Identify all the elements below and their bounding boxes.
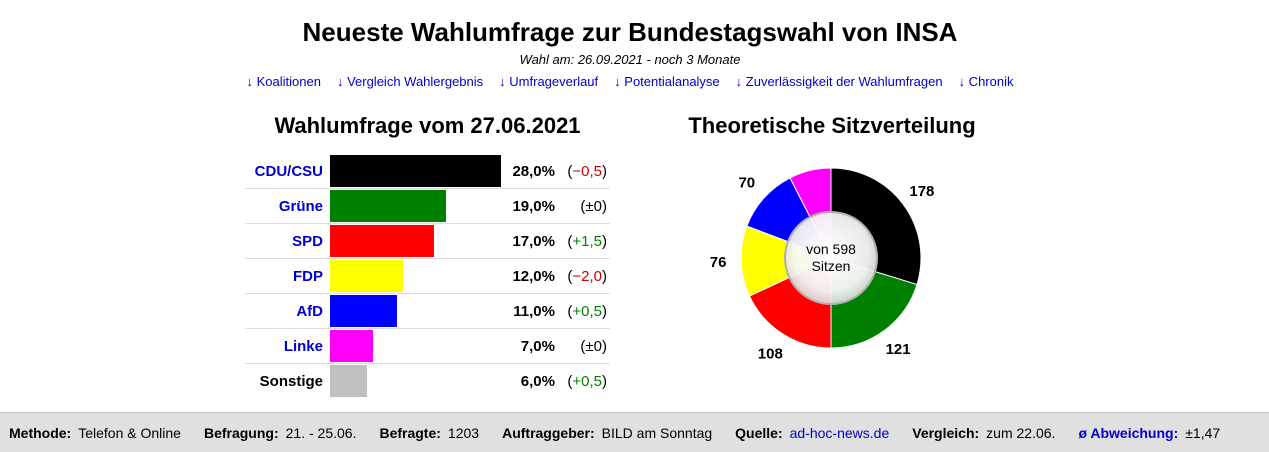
change-label-spd: (+1,5) <box>567 233 607 250</box>
nav-link-potentialanalyse[interactable]: ↓ Potentialanalyse <box>614 74 720 89</box>
value-label-spd: 17,0% <box>512 233 555 250</box>
change-label-fdp: (−2,0) <box>567 268 607 285</box>
bar-fdp <box>330 260 403 292</box>
bar-cdu-csu <box>330 155 501 187</box>
party-label-spd[interactable]: SPD <box>292 233 323 250</box>
footer-item-befragung: Befragung: 21. - 25.06. <box>204 425 357 441</box>
election-date-subtitle: Wahl am: 26.09.2021 - noch 3 Monate <box>519 52 741 67</box>
seat-total-label: Sitzen <box>812 258 851 274</box>
footer-value: 21. - 25.06. <box>285 424 357 441</box>
party-label-linke[interactable]: Linke <box>283 338 323 355</box>
change-label-gr-ne: (±0) <box>580 198 607 215</box>
nav-link-vergleich-wahlergebnis[interactable]: ↓ Vergleich Wahlergebnis <box>336 74 484 89</box>
bar-gr-ne <box>330 190 446 222</box>
bar-spd <box>330 225 434 257</box>
section-nav: ↓ Koalitionen ↓ Vergleich Wahlergebnis ↓… <box>0 74 1260 89</box>
party-label-fdp[interactable]: FDP <box>293 268 323 285</box>
value-label-sonstige: 6,0% <box>520 373 555 390</box>
footer-value: 1203 <box>447 424 480 441</box>
source-link[interactable]: ad-hoc-news.de <box>789 424 890 441</box>
nav-link-umfrageverlauf[interactable]: ↓ Umfrageverlauf <box>499 74 599 89</box>
poll-bar-chart: CDU/CSU 28,0% (−0,5) Grüne 19,0% (±0) SPD 17,0%… <box>245 154 610 399</box>
poll-row-cdu-csu: CDU/CSU 28,0% (−0,5) <box>245 154 610 189</box>
footer-label: Vergleich: <box>912 424 980 441</box>
change-label-linke: (±0) <box>580 338 607 355</box>
seat-label-fdp: 76 <box>710 254 727 271</box>
footer-item-vergleich: Vergleich: zum 22.06. <box>912 425 1055 441</box>
footer-value: ±1,47 <box>1185 424 1221 441</box>
value-label-gr-ne: 19,0% <box>512 198 555 215</box>
poll-row-linke: Linke 7,0% (±0) <box>245 329 610 364</box>
page-title: Neueste Wahlumfrage zur Bundestagswahl v… <box>302 17 958 47</box>
value-label-linke: 7,0% <box>520 338 555 355</box>
footer-value: zum 22.06. <box>986 424 1056 441</box>
bar-linke <box>330 330 373 362</box>
party-label-gr-ne[interactable]: Grüne <box>278 198 323 215</box>
poll-row-spd: SPD 17,0% (+1,5) <box>245 224 610 259</box>
nav-link-koalitionen[interactable]: ↓ Koalitionen <box>246 74 321 89</box>
seat-label-linke: 45 <box>796 155 813 157</box>
seat-total-label: von 598 <box>806 241 856 257</box>
footer-item-auftraggeber: Auftraggeber: BILD am Sonntag <box>502 425 712 441</box>
value-label-afd: 11,0% <box>513 303 555 320</box>
footer-label[interactable]: ø Abweichung: <box>1078 424 1179 441</box>
change-label-afd: (+0,5) <box>567 303 607 320</box>
bar-sonstige <box>330 365 367 397</box>
poll-row-fdp: FDP 12,0% (−2,0) <box>245 259 610 294</box>
poll-details-bar: Methode: Telefon & Online Befragung: 21. - … <box>0 412 1269 452</box>
change-label-sonstige: (+0,5) <box>567 373 607 390</box>
footer-label: Befragte: <box>379 424 441 441</box>
seat-chart-center <box>784 211 878 305</box>
seat-label-cdu-csu: 178 <box>909 183 934 200</box>
party-label-afd[interactable]: AfD <box>296 303 323 320</box>
bar-afd <box>330 295 397 327</box>
footer-value: Telefon & Online <box>78 424 181 441</box>
footer-label: Methode: <box>9 424 72 441</box>
party-label-cdu-csu[interactable]: CDU/CSU <box>254 163 323 180</box>
nav-link-zuverlaessigkeit[interactable]: ↓ Zuverlässigkeit der Wahlumfragen <box>735 74 943 89</box>
poll-row-gr-ne: Grüne 19,0% (±0) <box>245 189 610 224</box>
nav-link-chronik[interactable]: ↓ Chronik <box>958 74 1014 89</box>
footer-label: Befragung: <box>203 424 279 441</box>
footer-value: BILD am Sonntag <box>601 424 713 441</box>
footer-label: Auftraggeber: <box>502 424 595 441</box>
footer-item-befragte: Befragte: 1203 <box>379 425 479 441</box>
change-label-cdu-csu: (−0,5) <box>567 163 607 180</box>
footer-label: Quelle: <box>735 424 783 441</box>
poll-chart-title: Wahlumfrage vom 27.06.2021 <box>274 113 581 138</box>
seat-label-spd: 108 <box>758 345 783 362</box>
value-label-cdu-csu: 28,0% <box>512 163 555 180</box>
poll-row-sonstige: Sonstige 6,0% (+0,5) <box>245 364 610 399</box>
seat-chart-title: Theoretische Sitzverteilung <box>688 113 976 138</box>
footer-item-quelle: Quelle: ad-hoc-news.de <box>735 425 889 441</box>
value-label-fdp: 12,0% <box>512 268 555 285</box>
party-label-sonstige: Sonstige <box>259 373 323 390</box>
poll-row-afd: AfD 11,0% (+0,5) <box>245 294 610 329</box>
seat-label-gr-ne: 121 <box>886 341 911 358</box>
seat-label-afd: 70 <box>738 175 755 192</box>
footer-item-abweichung: ø Abweichung: ±1,47 <box>1078 425 1220 441</box>
footer-item-methode: Methode: Telefon & Online <box>9 425 181 441</box>
